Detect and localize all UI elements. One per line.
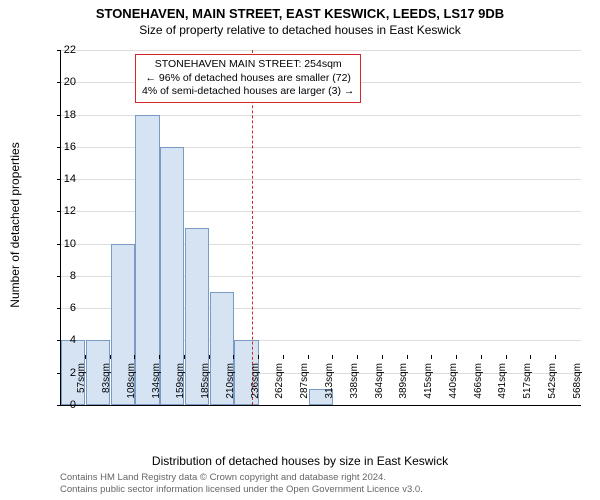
ytick-label: 2 (46, 367, 76, 379)
xtick-mark (60, 355, 61, 359)
chart-container: STONEHAVEN, MAIN STREET, EAST KESWICK, L… (0, 0, 600, 500)
footer-line-1: Contains HM Land Registry data © Crown c… (60, 472, 423, 484)
x-axis-label: Distribution of detached houses by size … (0, 454, 600, 468)
ytick-label: 6 (46, 302, 76, 314)
xtick-label: 159sqm (175, 363, 186, 413)
xtick-label: 134sqm (151, 363, 162, 413)
ytick-label: 8 (46, 270, 76, 282)
annotation-line: STONEHAVEN MAIN STREET: 254sqm (142, 58, 354, 72)
xtick-label: 568sqm (572, 363, 583, 413)
xtick-mark (431, 355, 432, 359)
xtick-label: 542sqm (547, 363, 558, 413)
xtick-label: 364sqm (374, 363, 385, 413)
gridline (61, 50, 581, 51)
xtick-label: 262sqm (274, 363, 285, 413)
xtick-label: 415sqm (423, 363, 434, 413)
ytick-label: 0 (46, 399, 76, 411)
xtick-mark (506, 355, 507, 359)
plot-area (60, 50, 581, 406)
ytick-label: 18 (46, 109, 76, 121)
xtick-mark (159, 355, 160, 359)
xtick-label: 185sqm (200, 363, 211, 413)
xtick-mark (407, 355, 408, 359)
ytick-label: 22 (46, 44, 76, 56)
xtick-mark (382, 355, 383, 359)
xtick-label: 210sqm (225, 363, 236, 413)
ytick-label: 14 (46, 173, 76, 185)
attribution-footer: Contains HM Land Registry data © Crown c… (60, 472, 423, 496)
xtick-label: 491sqm (497, 363, 508, 413)
xtick-mark (283, 355, 284, 359)
xtick-label: 236sqm (250, 363, 261, 413)
annotation-line: 4% of semi-detached houses are larger (3… (142, 85, 354, 99)
xtick-label: 440sqm (448, 363, 459, 413)
xtick-mark (308, 355, 309, 359)
ytick-label: 4 (46, 334, 76, 346)
xtick-label: 517sqm (522, 363, 533, 413)
xtick-mark (134, 355, 135, 359)
xtick-mark (233, 355, 234, 359)
xtick-label: 57sqm (76, 363, 87, 413)
xtick-mark (85, 355, 86, 359)
xtick-mark (555, 355, 556, 359)
xtick-label: 108sqm (126, 363, 137, 413)
chart-subtitle: Size of property relative to detached ho… (0, 21, 600, 37)
xtick-label: 313sqm (324, 363, 335, 413)
xtick-label: 389sqm (398, 363, 409, 413)
xtick-mark (357, 355, 358, 359)
xtick-mark (481, 355, 482, 359)
xtick-mark (184, 355, 185, 359)
reference-line (252, 50, 253, 405)
xtick-label: 287sqm (299, 363, 310, 413)
ytick-label: 20 (46, 76, 76, 88)
annotation-line: ← 96% of detached houses are smaller (72… (142, 72, 354, 86)
xtick-mark (209, 355, 210, 359)
ytick-label: 10 (46, 238, 76, 250)
xtick-mark (530, 355, 531, 359)
xtick-mark (332, 355, 333, 359)
chart-title: STONEHAVEN, MAIN STREET, EAST KESWICK, L… (0, 0, 600, 21)
xtick-label: 83sqm (101, 363, 112, 413)
xtick-mark (110, 355, 111, 359)
ytick-label: 12 (46, 205, 76, 217)
xtick-mark (258, 355, 259, 359)
annotation-box: STONEHAVEN MAIN STREET: 254sqm← 96% of d… (135, 54, 361, 103)
xtick-mark (456, 355, 457, 359)
xtick-label: 338sqm (349, 363, 360, 413)
footer-line-2: Contains public sector information licen… (60, 484, 423, 496)
y-axis-label: Number of detached properties (8, 142, 22, 307)
histogram-bar (135, 115, 159, 405)
xtick-label: 466sqm (473, 363, 484, 413)
ytick-label: 16 (46, 141, 76, 153)
